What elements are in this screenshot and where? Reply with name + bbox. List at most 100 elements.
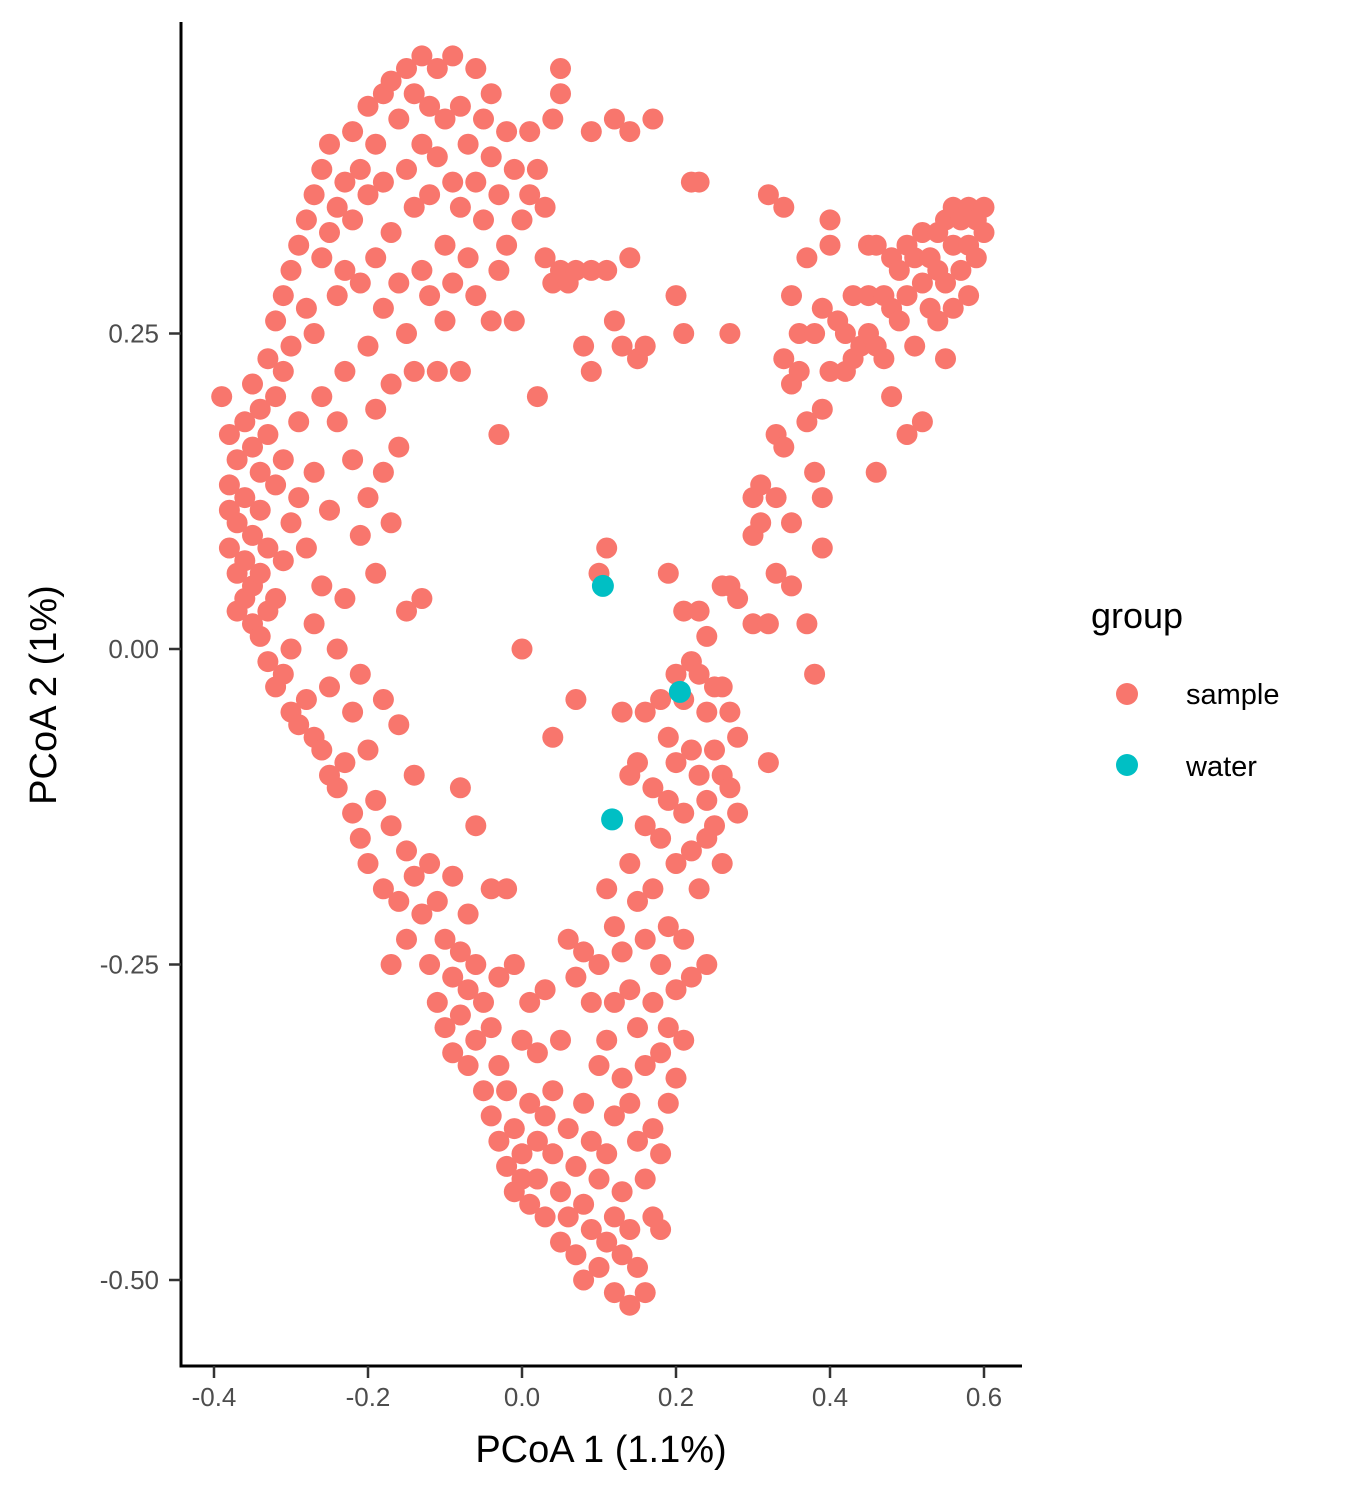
point-sample-201	[519, 991, 541, 1013]
point-sample-73	[334, 360, 356, 382]
point-sample-332	[696, 789, 718, 811]
point-sample-243	[580, 1130, 602, 1152]
point-sample-217	[542, 1080, 564, 1102]
point-sample-115	[396, 158, 417, 180]
point-sample-361	[773, 348, 795, 370]
point-sample-391	[865, 234, 887, 256]
point-sample-51	[303, 184, 325, 206]
point-sample-187	[496, 1080, 518, 1102]
point-sample-206	[526, 1042, 548, 1064]
point-sample-148	[442, 865, 464, 887]
point-sample-415	[935, 272, 956, 294]
point-sample-418	[942, 234, 964, 256]
point-sample-241	[580, 360, 602, 382]
point-sample-190	[503, 310, 525, 332]
point-sample-174	[480, 310, 502, 332]
point-sample-47	[295, 209, 317, 231]
point-sample-118	[396, 840, 417, 862]
point-sample-383	[834, 323, 856, 344]
point-sample-186	[496, 878, 518, 900]
point-sample-178	[488, 184, 510, 206]
point-sample-370	[796, 411, 818, 433]
point-sample-121	[403, 196, 425, 218]
point-sample-334	[696, 954, 718, 975]
point-sample-331	[696, 701, 718, 723]
point-sample-110	[388, 272, 410, 294]
legend-title: group	[1091, 595, 1183, 636]
point-sample-252	[596, 878, 618, 900]
point-sample-222	[550, 1029, 571, 1051]
point-sample-353	[750, 512, 772, 534]
point-sample-207	[526, 1130, 548, 1152]
point-sample-301	[650, 1219, 672, 1240]
point-sample-49	[295, 537, 317, 559]
point-sample-50	[295, 689, 317, 710]
point-sample-380	[819, 209, 841, 231]
point-sample-408	[911, 411, 933, 433]
point-sample-247	[588, 1055, 610, 1076]
point-sample-116	[396, 323, 417, 344]
point-sample-176	[480, 1017, 502, 1039]
point-sample-111	[388, 436, 410, 458]
point-sample-13	[242, 373, 263, 395]
point-sample-200	[519, 184, 541, 206]
point-sample-196	[511, 1029, 533, 1051]
point-sample-114	[396, 58, 417, 79]
point-sample-381	[819, 360, 841, 382]
point-sample-210	[534, 247, 556, 269]
point-sample-169	[473, 209, 494, 231]
point-sample-15	[242, 524, 263, 546]
point-sample-39	[280, 335, 302, 357]
point-sample-337	[704, 815, 725, 837]
point-sample-248	[588, 1168, 610, 1190]
point-sample-280	[627, 1017, 648, 1039]
point-sample-146	[442, 171, 464, 193]
point-sample-214	[542, 108, 564, 130]
point-sample-367	[788, 323, 810, 344]
point-sample-78	[342, 449, 364, 471]
point-sample-135	[426, 58, 448, 79]
point-sample-389	[858, 285, 879, 307]
point-sample-70	[326, 777, 348, 799]
point-sample-168	[473, 108, 494, 130]
point-sample-162	[465, 58, 487, 79]
x-tick-label: -0.2	[346, 1382, 391, 1412]
point-sample-219	[550, 58, 571, 79]
point-sample-18	[249, 398, 271, 420]
point-sample-88	[357, 335, 379, 357]
point-sample-30	[265, 474, 287, 496]
point-sample-36	[272, 550, 294, 572]
point-sample-60	[311, 739, 333, 761]
point-sample-327	[688, 663, 710, 685]
point-sample-249	[588, 1256, 610, 1278]
point-sample-266	[611, 1067, 633, 1089]
x-tick-label: 0.6	[966, 1382, 1002, 1412]
point-sample-275	[619, 1219, 641, 1240]
point-sample-313	[665, 1067, 687, 1089]
point-sample-125	[411, 45, 433, 67]
point-sample-113	[388, 890, 410, 912]
point-sample-14	[242, 436, 263, 458]
point-sample-150	[442, 1042, 464, 1064]
point-sample-35	[272, 449, 294, 471]
point-sample-292	[642, 878, 664, 900]
point-sample-25	[257, 537, 279, 559]
point-sample-379	[819, 234, 841, 256]
point-sample-290	[642, 108, 664, 130]
point-sample-143	[434, 928, 456, 950]
point-sample-260	[603, 1105, 625, 1127]
point-sample-64	[319, 676, 340, 698]
point-sample-34	[272, 360, 294, 382]
point-sample-27	[257, 651, 279, 673]
point-sample-238	[573, 1269, 595, 1291]
point-sample-205	[526, 386, 548, 408]
point-sample-48	[295, 297, 317, 319]
point-sample-395	[873, 348, 895, 370]
point-sample-354	[757, 184, 779, 206]
point-sample-59	[311, 575, 333, 597]
point-sample-188	[496, 1155, 518, 1177]
point-sample-11	[234, 550, 256, 572]
point-sample-149	[442, 966, 464, 988]
point-sample-82	[349, 272, 371, 294]
point-sample-258	[603, 916, 625, 938]
